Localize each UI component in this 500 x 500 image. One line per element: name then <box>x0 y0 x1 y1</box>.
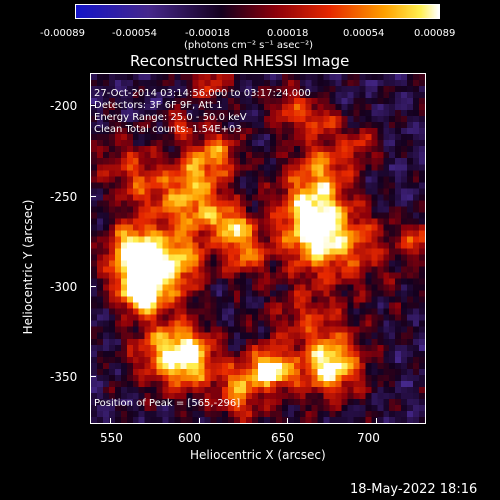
y-tick-label: -300 <box>50 280 78 294</box>
colorbar-tick-5: 0.00054 <box>343 28 385 39</box>
y-tick-label: -200 <box>50 99 78 113</box>
y-tick-mark <box>90 105 96 106</box>
x-tick-mark <box>376 418 377 424</box>
image-title: Reconstructed RHESSI Image <box>130 52 350 70</box>
colorbar-unit-label: (photons cm⁻² s⁻¹ asec⁻²) <box>184 40 314 51</box>
colorbar-tick-2: -0.00054 <box>112 28 157 39</box>
y-tick-label: -350 <box>50 370 78 384</box>
x-axis-label: Heliocentric X (arcsec) <box>190 448 326 462</box>
annotation-time-range: 27-Oct-2014 03:14:56.000 to 03:17:24.000 <box>94 88 311 99</box>
y-axis-label: Heliocentric Y (arcsec) <box>21 199 35 335</box>
annotation-counts: Clean Total counts: 1.54E+03 <box>94 124 242 135</box>
x-tick-label: 650 <box>271 431 294 445</box>
colorbar-tick-6: 0.00089 <box>414 28 456 39</box>
y-tick-mark <box>90 376 96 377</box>
x-tick-mark <box>110 418 111 424</box>
annotation-energy-range: Energy Range: 25.0 - 50.0 keV <box>94 112 247 123</box>
annotation-detectors: Detectors: 3F 6F 9F, Att 1 <box>94 100 223 111</box>
heatmap-plot <box>90 73 426 424</box>
x-tick-mark <box>287 418 288 424</box>
colorbar-tick-4: 0.00018 <box>267 28 309 39</box>
colorbar-tick-1: -0.00089 <box>40 28 85 39</box>
y-tick-mark <box>90 286 96 287</box>
footer-date: 18-May-2022 18:16 <box>350 482 478 497</box>
y-tick-label: -250 <box>50 190 78 204</box>
colorbar <box>75 4 440 19</box>
x-tick-label: 600 <box>178 431 201 445</box>
x-tick-mark <box>199 418 200 424</box>
x-tick-label: 550 <box>100 431 123 445</box>
heatmap-image <box>91 74 425 423</box>
y-tick-mark <box>90 196 96 197</box>
annotation-peak-position: Position of Peak = [565,-296] <box>94 398 241 409</box>
colorbar-tick-3: -0.00018 <box>185 28 230 39</box>
x-tick-label: 700 <box>357 431 380 445</box>
